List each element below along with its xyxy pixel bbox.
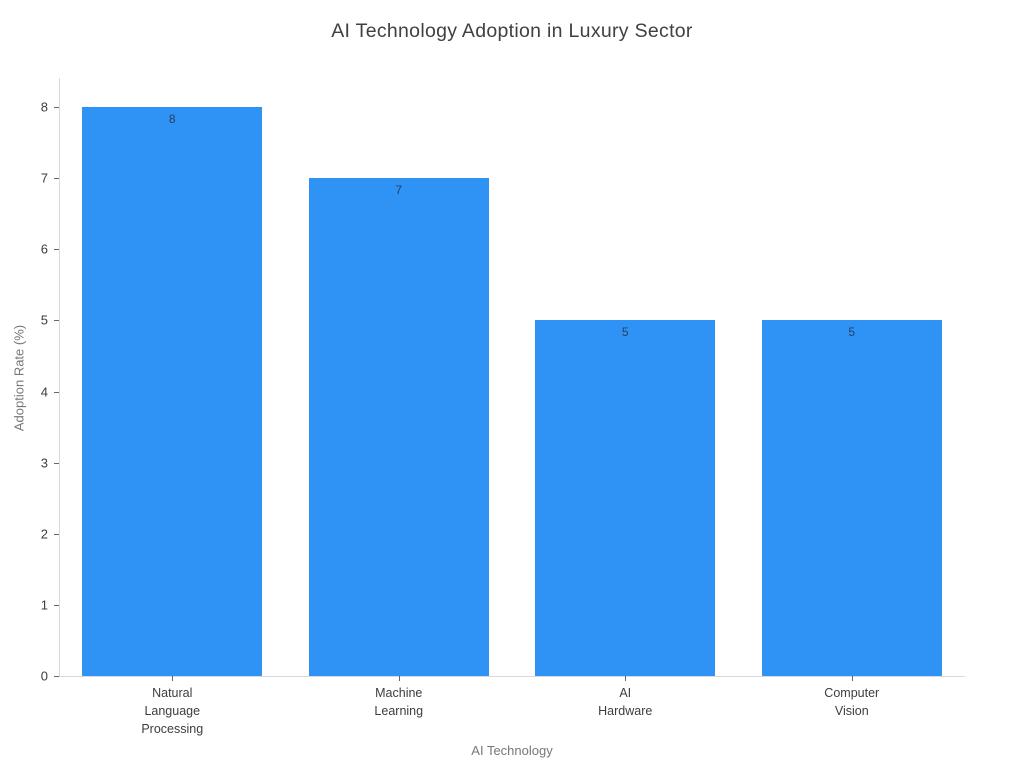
x-axis-title: AI Technology: [471, 743, 553, 758]
y-tick-mark: [54, 178, 59, 180]
bar-value-label: 7: [395, 183, 403, 198]
x-tick-label-line: Learning: [374, 704, 424, 718]
y-tick-mark: [54, 249, 59, 251]
x-tick-label-line: Machine: [375, 686, 423, 700]
y-tick-mark: [54, 462, 59, 464]
x-tick-label-line: Processing: [141, 722, 204, 736]
y-tick-label: 6: [40, 241, 48, 257]
x-tick-label-line: AI: [619, 686, 632, 700]
y-tick-mark: [54, 676, 59, 677]
x-tick-label-line: Language: [144, 704, 201, 718]
y-tick-mark: [54, 320, 59, 322]
x-tick-mark: [851, 676, 853, 681]
bar-value-label: 5: [621, 325, 629, 340]
y-tick-label: 2: [40, 526, 48, 542]
x-tick-label: AI Hardware: [598, 684, 652, 720]
y-tick-label: 3: [40, 455, 48, 471]
y-axis-title: Adoption Rate (%): [11, 324, 27, 432]
chart-title: AI Technology Adoption in Luxury Sector: [331, 20, 693, 42]
x-tick-label-line: Vision: [834, 704, 869, 718]
y-tick-label: 0: [40, 668, 48, 684]
bar: [761, 320, 942, 676]
y-tick-mark: [54, 107, 59, 108]
x-axis-line: [59, 676, 965, 677]
bar: [82, 107, 263, 676]
x-tick-label: Machine Learning: [374, 684, 423, 720]
x-tick-label: Computer Vision: [824, 684, 879, 720]
x-tick-mark: [625, 676, 627, 681]
y-tick-mark: [54, 533, 59, 535]
x-tick-mark: [172, 676, 174, 681]
y-tick-label: 5: [40, 312, 48, 328]
bar: [308, 178, 489, 676]
y-axis-line: [59, 78, 60, 676]
y-tick-mark: [54, 604, 59, 606]
bar: [535, 320, 716, 676]
y-tick-label: 7: [40, 170, 48, 186]
y-tick-label: 1: [40, 597, 48, 613]
y-tick-label: 8: [40, 99, 48, 115]
x-tick-label-line: Natural: [152, 686, 193, 700]
x-tick-label-line: Computer: [824, 686, 880, 700]
x-tick-mark: [398, 676, 400, 681]
y-tick-label: 4: [40, 384, 48, 399]
x-tick-label: Natural Language Processing: [141, 684, 203, 738]
bar-value-label: 5: [848, 325, 856, 340]
x-tick-label-line: Hardware: [598, 704, 653, 718]
bar-value-label: 8: [168, 112, 176, 126]
y-tick-mark: [54, 391, 59, 393]
